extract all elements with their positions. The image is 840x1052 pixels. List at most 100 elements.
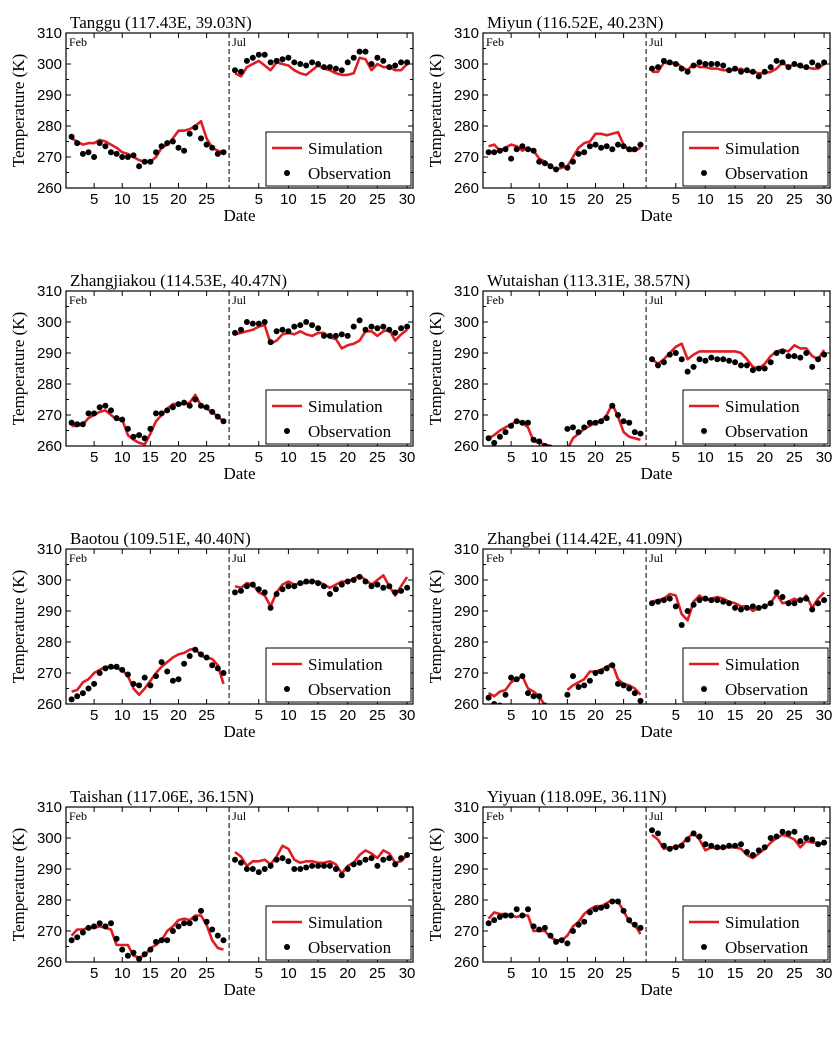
legend-observation-label: Observation: [725, 680, 809, 699]
observation-point-feb: [214, 665, 221, 672]
x-tick-label: 5: [90, 707, 98, 724]
observation-point-feb: [603, 143, 610, 150]
observation-point-feb: [637, 141, 644, 148]
observation-point-jul: [398, 855, 405, 862]
chart-panel: Baotou (109.51E, 40.40N) 260 270 280 290 300 3…: [9, 529, 415, 741]
chart-data-group: [485, 827, 828, 947]
x-axis-label: Date: [223, 206, 255, 225]
observation-point-feb: [119, 416, 126, 423]
observation-point-jul: [773, 57, 780, 64]
x-tick-label: 10: [114, 965, 131, 982]
observation-point-feb: [575, 921, 582, 928]
observation-point-jul: [273, 856, 280, 863]
observation-point-feb: [575, 429, 582, 436]
x-tick-label: 10: [280, 707, 297, 724]
observation-point-jul: [297, 61, 304, 67]
observation-point-jul: [708, 61, 715, 67]
observation-point-feb: [581, 682, 588, 689]
month-label-jul: Jul: [232, 809, 247, 823]
observation-point-feb: [169, 928, 176, 934]
y-tick-label: 310: [37, 25, 62, 42]
y-tick-label: 280: [454, 892, 479, 909]
observation-point-jul: [726, 67, 733, 74]
observation-point-jul: [672, 844, 679, 851]
observation-point-jul: [809, 606, 816, 613]
observation-point-feb: [603, 415, 610, 422]
observation-point-feb: [626, 685, 633, 692]
y-tick-label: 300: [454, 314, 479, 331]
y-tick-label: 270: [37, 665, 62, 682]
observation-point-feb: [637, 430, 644, 437]
observation-point-feb: [615, 412, 621, 418]
observation-point-feb: [175, 676, 182, 683]
x-tick-label: 20: [339, 449, 356, 466]
plot-frame: [65, 548, 414, 705]
observation-point-feb: [615, 680, 621, 687]
observation-point-jul: [749, 367, 756, 374]
simulation-line-feb: [487, 898, 642, 942]
observation-point-feb: [214, 150, 221, 157]
observation-point-jul: [738, 841, 744, 848]
plot-frame: [482, 548, 831, 705]
y-tick-label: 300: [454, 56, 479, 73]
observation-point-jul: [338, 872, 345, 879]
observation-point-jul: [321, 583, 327, 590]
observation-point-feb: [553, 938, 560, 945]
observation-point-jul: [743, 604, 750, 611]
x-tick-label: 15: [727, 707, 744, 724]
observation-point-feb: [68, 696, 75, 703]
observation-point-jul: [660, 842, 667, 849]
observation-point-feb: [169, 677, 176, 684]
observation-point-feb: [564, 425, 571, 432]
observation-point-feb: [113, 150, 120, 157]
observation-point-jul: [815, 356, 822, 363]
observation-point-feb: [519, 419, 526, 426]
legend-box: [682, 389, 829, 445]
x-tick-label: 15: [727, 449, 744, 466]
observation-point-feb: [558, 937, 565, 944]
legend-simulation-label: Simulation: [725, 139, 800, 158]
observation-point-jul: [649, 356, 655, 363]
observation-point-feb: [508, 155, 515, 162]
simulation-line-jul: [651, 342, 826, 370]
observation-point-jul: [238, 859, 244, 866]
observation-point-feb: [158, 659, 165, 666]
x-tick-label: 10: [114, 191, 131, 208]
observation-point-jul: [809, 59, 816, 66]
observation-point-jul: [726, 842, 733, 849]
observation-point-jul: [350, 577, 357, 583]
legend-observation-swatch: [284, 686, 290, 692]
observation-point-feb: [502, 429, 509, 436]
observation-point-jul: [338, 67, 345, 74]
observation-point-feb: [119, 666, 126, 673]
observation-point-feb: [626, 917, 633, 924]
month-label-feb: Feb: [69, 551, 87, 565]
x-tick-label: 5: [672, 191, 680, 208]
observation-point-feb: [485, 920, 492, 927]
chart-data-group: [485, 589, 828, 704]
observation-point-jul: [309, 59, 316, 66]
observation-point-jul: [332, 65, 339, 72]
observation-point-jul: [779, 348, 786, 355]
observation-point-feb: [169, 138, 176, 145]
observation-point-jul: [672, 603, 679, 610]
observation-point-jul: [690, 830, 697, 837]
observation-point-jul: [291, 583, 298, 590]
y-tick-label: 260: [37, 438, 62, 455]
x-tick-label: 20: [339, 965, 356, 982]
y-tick-label: 300: [37, 572, 62, 589]
y-tick-label: 270: [37, 149, 62, 166]
observation-point-feb: [124, 952, 131, 959]
observation-point-feb: [209, 408, 216, 415]
observation-point-feb: [502, 912, 509, 919]
observation-point-jul: [362, 326, 369, 333]
observation-point-feb: [530, 923, 537, 930]
chart-title: Miyun (116.52E, 40.23N): [487, 13, 663, 32]
observation-point-jul: [666, 595, 673, 602]
x-tick-label: 15: [310, 965, 327, 982]
chart-panel: Zhangjiakou (114.53E, 40.47N) 260 270 280 29…: [9, 271, 415, 483]
x-tick-label: 10: [280, 449, 297, 466]
x-tick-label: 25: [198, 965, 215, 982]
